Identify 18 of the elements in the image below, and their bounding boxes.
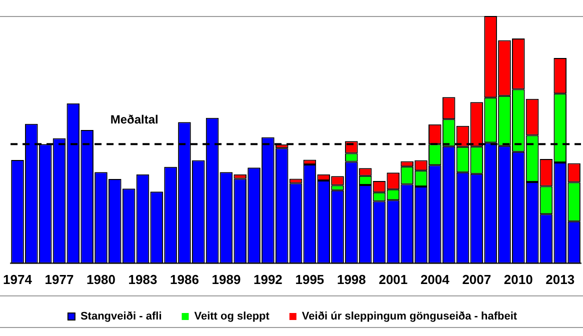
legend-label: Veiði úr sleppingum gönguseiða - hafbeit bbox=[302, 310, 518, 323]
legend-label: Veitt og sleppt bbox=[194, 310, 270, 323]
x-tick-label: 1986 bbox=[170, 272, 199, 287]
x-tick-label: 1974 bbox=[3, 272, 33, 287]
x-tick-label: 1977 bbox=[44, 272, 74, 287]
x-tick-label: 1998 bbox=[336, 272, 366, 287]
x-tick-label: 2007 bbox=[462, 272, 492, 287]
x-tick-label: 2013 bbox=[546, 272, 575, 287]
x-tick-label: 2004 bbox=[420, 272, 450, 287]
x-tick-label: 2010 bbox=[504, 272, 533, 287]
x-tick-label: 2001 bbox=[378, 272, 408, 287]
ref-line-label: Meðaltal bbox=[110, 112, 158, 126]
legend-label: Stangveiði - afli bbox=[80, 310, 162, 323]
x-tick-label: 1983 bbox=[128, 272, 158, 287]
x-tick-label: 1992 bbox=[253, 272, 282, 287]
x-tick-label: 1989 bbox=[212, 272, 241, 287]
x-tick-label: 1995 bbox=[295, 272, 324, 287]
x-tick-label: 1980 bbox=[86, 272, 116, 287]
